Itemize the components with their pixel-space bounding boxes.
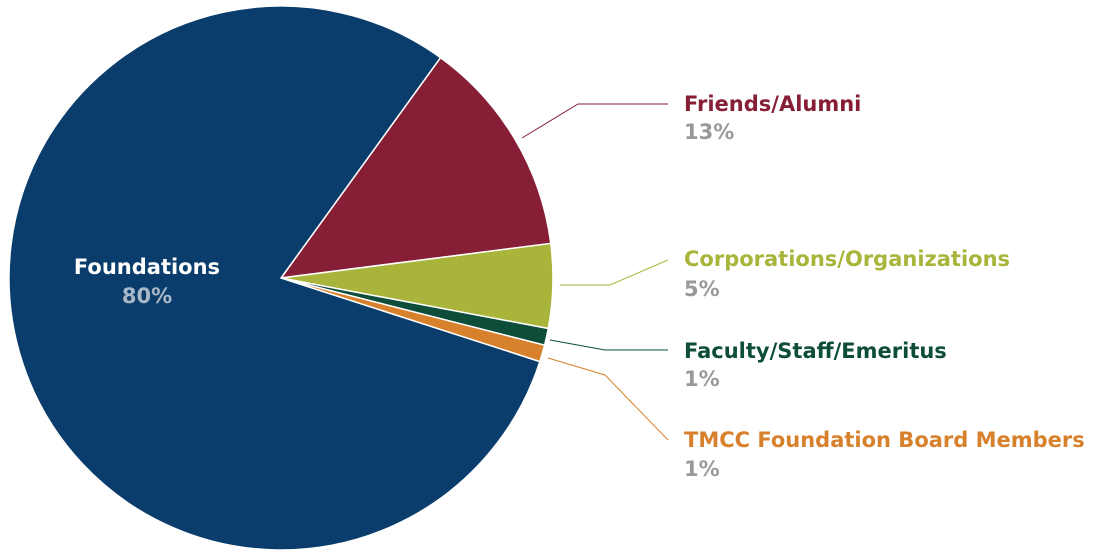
slice-label: TMCC Foundation Board Members [684, 428, 1085, 452]
slice-label: Foundations [74, 255, 220, 279]
leader-line [560, 259, 669, 286]
slice-label: Corporations/Organizations [684, 247, 1010, 271]
slice-value-label: 1% [684, 457, 720, 481]
slice-value-label: 5% [684, 277, 720, 301]
leader-line [521, 103, 668, 139]
pie-slice [279, 56, 552, 279]
slice-label: Friends/Alumni [684, 92, 861, 116]
slice-label: Faculty/Staff/Emeritus [684, 339, 947, 363]
leader-line [549, 339, 668, 351]
leader-line [547, 357, 669, 441]
slice-value-label: 80% [122, 284, 172, 308]
slice-value-label: 13% [684, 120, 734, 144]
slice-value-label: 1% [684, 367, 720, 391]
pie-slice [8, 5, 541, 551]
